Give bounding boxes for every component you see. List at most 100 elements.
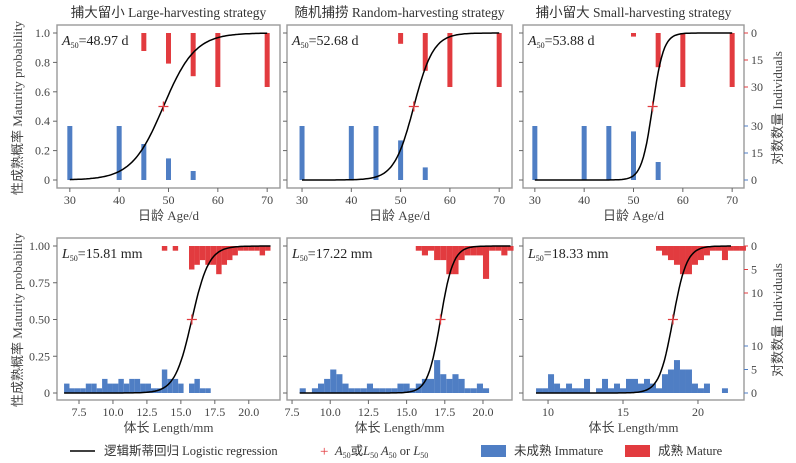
immature-bar (482, 388, 490, 393)
x50-annotation: A50=53.88 d (527, 34, 594, 50)
x-tick-label: 60 (444, 193, 456, 207)
right-tick-label-immature: 10 (751, 339, 763, 353)
legend-marker-text-part: A (334, 444, 343, 458)
annotation-variable: A (291, 34, 301, 49)
x-tick-label: 17.5 (434, 405, 455, 419)
immature-bar (366, 383, 373, 393)
immature-bar (626, 378, 633, 393)
mature-bar (476, 246, 483, 256)
mature-bar (161, 246, 168, 251)
immature-bar (667, 369, 674, 393)
mature-bar (501, 246, 508, 256)
mature-bar (679, 246, 686, 275)
immature-bar (470, 388, 477, 393)
mature-bar (691, 246, 698, 265)
mature-bar (237, 246, 244, 251)
plot-frame (522, 237, 745, 401)
immature-bar (643, 378, 650, 393)
mature-bar (697, 246, 704, 261)
mature-bar (232, 246, 238, 256)
x-tick-label: 12.5 (358, 405, 379, 419)
panel-5: 体长 Length/mm 7.5 10.0 12.5 15.0 17.5 20.0 L50=1… (283, 237, 514, 435)
mature-bar (254, 246, 260, 251)
mature-bar (680, 33, 686, 87)
legend-marker-text-part: 50 (343, 451, 351, 460)
mature-bar (507, 246, 514, 251)
immature-bar (360, 388, 367, 393)
panel-1: 捕大留小 Large-harvesting strategy 日龄 Age/d 30… (35, 5, 281, 223)
plot-frame (56, 237, 281, 401)
immature-bar (422, 167, 428, 180)
immature-bar (542, 388, 549, 393)
immature-bar (655, 162, 661, 180)
annotation-value: =15.81 mm (78, 247, 143, 262)
immature-bar (721, 388, 728, 393)
x50-annotation: L50=18.33 mm (527, 247, 609, 263)
x-tick-label: 12.5 (136, 405, 157, 419)
immature-bar (398, 140, 404, 180)
mature-bar (199, 246, 206, 261)
immature-bar (107, 383, 113, 393)
mature-bar (422, 33, 428, 71)
mature-bar (458, 246, 465, 261)
immature-bar (458, 378, 465, 393)
x-tick-label: 40 (578, 193, 590, 207)
panel-title: 捕小留大 Small-harvesting strategy (536, 5, 732, 20)
annotation-subscript: 50 (301, 41, 309, 50)
legend-marker-swatch: + (320, 444, 328, 460)
annotation-variable: A (61, 34, 71, 49)
x50-marker (158, 101, 169, 112)
immature-bar (581, 126, 587, 180)
mature-bar (259, 246, 266, 256)
x-tick-label: 30 (64, 193, 76, 207)
immature-bar (421, 378, 428, 393)
mature-bar (667, 246, 674, 261)
legend-immature-label: 未成熟 Immature (514, 443, 604, 458)
annotation-value: =18.33 mm (544, 247, 609, 262)
annotation-value: =53.88 d (545, 34, 595, 49)
immature-bar (532, 126, 538, 180)
mature-bar (172, 246, 179, 251)
annotation-value: =52.68 d (309, 34, 359, 49)
legend-marker-text-part: 或 (351, 444, 364, 458)
immature-bar (697, 388, 704, 393)
mature-bar (733, 246, 740, 251)
immature-bar (403, 383, 410, 393)
immature-bar (64, 383, 70, 393)
right-tick-label-mature: 10 (751, 286, 763, 300)
mature-bar (482, 246, 490, 279)
mature-bar (495, 246, 502, 251)
immature-bar (596, 388, 603, 393)
immature-bar (161, 369, 168, 393)
immature-bar (299, 126, 305, 180)
x50-marker (408, 101, 419, 112)
mature-bar (421, 246, 428, 256)
immature-bar (464, 388, 471, 393)
x50-marker (435, 314, 446, 325)
legend-marker-text-part: 50 (420, 451, 428, 460)
immature-bar (566, 383, 573, 393)
immature-bar (560, 388, 567, 393)
mature-bar (464, 246, 471, 256)
immature-bar (311, 388, 319, 393)
immature-bar (199, 388, 206, 393)
immature-bar (190, 171, 196, 180)
immature-bar (685, 369, 692, 393)
y-label-left-top: 性成熟概率 Maturity probability (10, 20, 25, 195)
x-tick-label: 30 (296, 193, 308, 207)
x-axis-label: 日龄 Age/d (603, 208, 665, 223)
mature-bar (189, 246, 195, 270)
y-tick-label: 1.00 (29, 239, 50, 253)
x-tick-label: 50 (163, 193, 175, 207)
x-tick-label: 20 (692, 405, 704, 419)
y-tick-label: 0.75 (29, 276, 50, 290)
annotation-variable: L (527, 247, 536, 262)
y-label-right-bottom: 对数数量 Individuals (770, 263, 785, 377)
immature-bar (548, 374, 555, 393)
mature-bar (709, 246, 716, 251)
x-axis-label: 体长 Length/mm (355, 420, 445, 435)
mature-bar (210, 246, 217, 265)
immature-bar (637, 383, 644, 393)
immature-bar (145, 383, 151, 393)
